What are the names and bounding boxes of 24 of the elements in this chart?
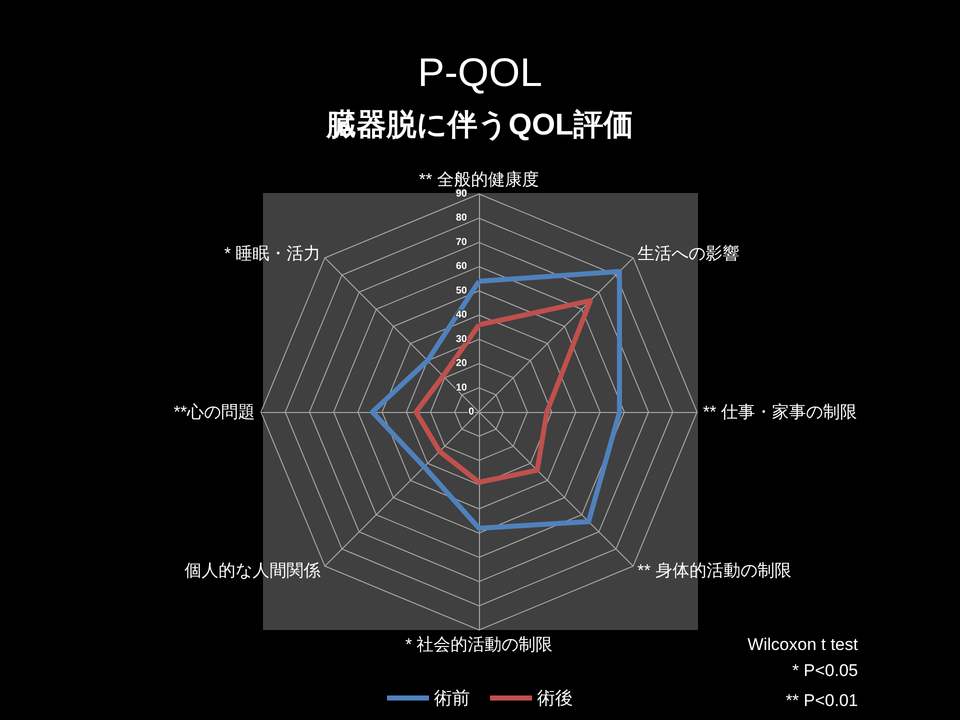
y-tick-label: 70 — [456, 236, 468, 248]
text: * P<0.05 — [792, 661, 858, 680]
spoke-label: ** 身体的活動の制限 — [637, 560, 792, 580]
text: Wilcoxon t test — [747, 635, 858, 654]
spoke-label: * 社会的活動の制限 — [405, 635, 553, 654]
chart-title: P-QOL — [418, 51, 542, 95]
spoke-label: **心の問題 — [174, 402, 255, 422]
text: ** P<0.01 — [786, 691, 858, 710]
chart-subtitle: 臓器脱に伴うQOL評価 — [326, 108, 634, 142]
y-tick-label: 90 — [456, 188, 468, 200]
y-tick-label: 20 — [456, 358, 468, 370]
y-tick-label: 50 — [456, 285, 468, 296]
spoke-label: 個人的な人間関係 — [184, 560, 321, 580]
spoke-label: ** 仕事・家事の制限 — [703, 402, 857, 422]
y-tick-label: 30 — [456, 334, 468, 345]
spoke-label: 生活への影響 — [637, 244, 740, 264]
legend-label: 術後 — [537, 688, 573, 708]
y-tick-label: 60 — [456, 261, 468, 272]
legend-label: 術前 — [434, 688, 470, 708]
spoke-label: * 睡眠・活力 — [224, 244, 321, 264]
spoke-label: ** 全般的健康度 — [419, 170, 539, 189]
y-tick-label: 10 — [456, 382, 468, 394]
y-tick-label: 0 — [468, 406, 474, 418]
y-tick-label: 80 — [456, 212, 468, 224]
